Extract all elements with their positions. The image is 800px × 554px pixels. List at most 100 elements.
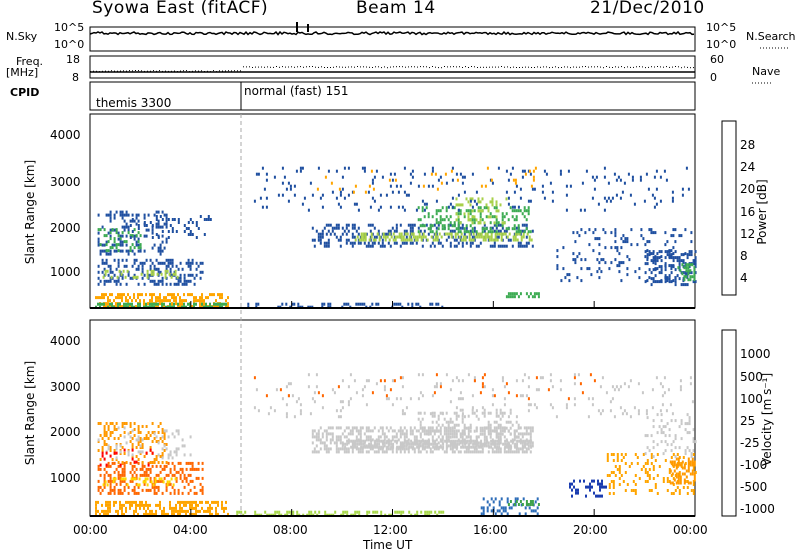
heatmap-cell (573, 403, 576, 407)
heatmap-cell (423, 224, 426, 228)
heatmap-cell (511, 215, 514, 219)
heatmap-cell (161, 282, 164, 286)
heatmap-cell (571, 488, 573, 492)
heatmap-cell (616, 453, 619, 456)
heatmap-cell (125, 461, 128, 464)
heatmap-cell (123, 503, 125, 507)
heatmap-cell (449, 244, 452, 248)
heatmap-cell (473, 238, 476, 242)
heatmap-cell (117, 426, 120, 430)
nave-dot (612, 67, 613, 68)
heatmap-cell (107, 444, 110, 448)
heatmap-cell (595, 175, 598, 179)
heatmap-cell (612, 459, 615, 462)
heatmap-cell (477, 450, 480, 454)
heatmap-cell (161, 299, 163, 303)
heatmap-cell (441, 438, 444, 442)
heatmap-cell (169, 267, 172, 271)
heatmap-cell (101, 261, 104, 265)
heatmap-cell (159, 246, 162, 250)
heatmap-cell (345, 447, 348, 451)
heatmap-cell (531, 229, 534, 233)
heatmap-cell (329, 302, 332, 306)
heatmap-cell (436, 238, 439, 242)
heatmap-cell (515, 218, 518, 222)
heatmap-cell (471, 411, 474, 415)
heatmap-cell (299, 169, 302, 173)
heatmap-cell (497, 166, 500, 170)
heatmap-cell (161, 491, 164, 495)
heatmap-cell (656, 267, 659, 271)
heatmap-cell (285, 302, 288, 306)
nave-dot (132, 70, 133, 72)
nave-dot (528, 66, 529, 68)
heatmap-cell (427, 232, 430, 236)
heatmap-cell (670, 492, 673, 495)
heatmap-cell (449, 223, 452, 227)
heatmap-cell (308, 510, 311, 514)
heatmap-cell (199, 488, 202, 492)
heatmap-cell (107, 512, 109, 516)
heatmap-cell (421, 224, 424, 228)
heatmap-cell (335, 223, 338, 227)
heatmap-cell (480, 232, 483, 236)
heatmap-cell (396, 439, 399, 443)
heatmap-cell (528, 169, 531, 173)
heatmap-cell (149, 470, 152, 474)
heatmap-cell (471, 394, 474, 398)
heatmap-cell (189, 293, 191, 297)
heatmap-cell (646, 249, 649, 253)
heatmap-cell (289, 382, 292, 386)
heatmap-cell (106, 269, 109, 273)
heatmap-cell (351, 244, 354, 248)
heatmap-cell (111, 488, 114, 492)
heatmap-cell (654, 268, 657, 272)
heatmap-cell (129, 500, 131, 504)
heatmap-cell (644, 471, 647, 474)
heatmap-cell (115, 509, 117, 513)
heatmap-cell (361, 426, 364, 430)
heatmap-cell (559, 379, 562, 383)
heatmap-cell (176, 275, 179, 279)
heatmap-cell (406, 238, 409, 242)
heatmap-cell (692, 483, 695, 486)
heatmap-cell (449, 426, 452, 430)
heatmap-cell (646, 462, 649, 465)
heatmap-cell (447, 205, 450, 209)
xtick-4: 16:00 (473, 523, 508, 537)
heatmap-cell (642, 237, 645, 241)
heatmap-cell (357, 226, 360, 230)
heatmap-cell (491, 203, 494, 207)
heatmap-cell (601, 479, 603, 483)
heatmap-cell (157, 270, 160, 274)
heatmap-cell (501, 238, 504, 242)
heatmap-cell (687, 481, 690, 485)
heatmap-cell (159, 261, 162, 265)
heatmap-cell (437, 209, 440, 213)
heatmap-cell (121, 422, 124, 425)
heatmap-cell (351, 429, 354, 433)
heatmap-cell (592, 231, 595, 235)
heatmap-cell (359, 432, 362, 436)
heatmap-cell (619, 406, 622, 410)
heatmap-cell (677, 266, 680, 270)
heatmap-cell (694, 262, 697, 266)
heatmap-cell (121, 509, 123, 513)
heatmap-cell (583, 479, 585, 483)
heatmap-cell (498, 442, 501, 446)
heatmap-cell (383, 444, 386, 448)
heatmap-cell (101, 225, 104, 229)
heatmap-cell (511, 166, 514, 170)
heatmap-cell (579, 382, 582, 386)
heatmap-cell (506, 439, 509, 443)
heatmap-cell (363, 302, 366, 306)
heatmap-cell (610, 480, 613, 483)
heatmap-cell (153, 432, 156, 436)
heatmap-cell (505, 212, 508, 216)
heatmap-cell (135, 267, 138, 271)
heatmap-cell (411, 241, 414, 245)
heatmap-cell (686, 446, 689, 450)
heatmap-cell (101, 296, 103, 300)
heatmap-cell (325, 444, 328, 448)
heatmap-cell (608, 486, 611, 489)
